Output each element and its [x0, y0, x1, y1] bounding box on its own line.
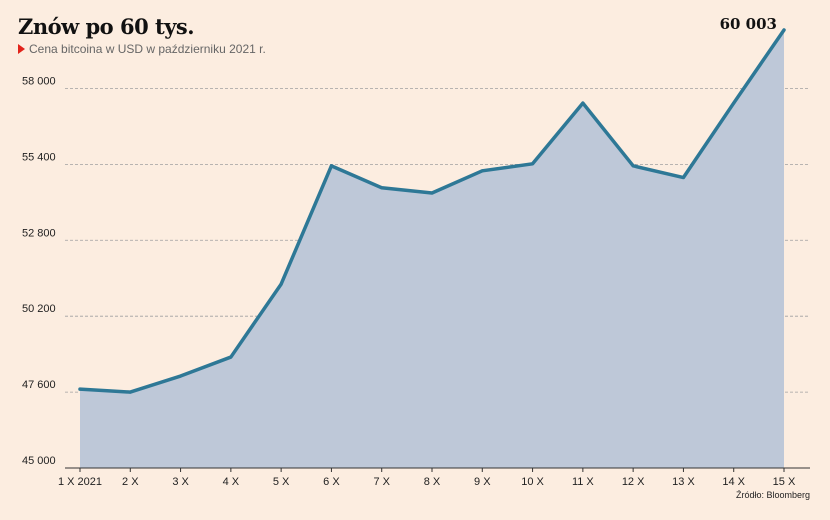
chart-subtitle: Cena bitcoina w USD w październiku 2021 …: [18, 42, 266, 56]
x-tick-label: 6 X: [323, 476, 340, 488]
data-point: [128, 390, 132, 394]
last-value-label: 60 003: [720, 15, 777, 33]
x-tick-label: 14 X: [722, 476, 745, 488]
data-point: [229, 355, 233, 359]
data-point: [380, 186, 384, 190]
data-point: [732, 101, 736, 105]
y-tick-label: 45 000: [22, 455, 56, 467]
data-point: [581, 101, 585, 105]
chart-title: Znów po 60 tys.: [18, 14, 195, 39]
y-tick-label: 50 200: [22, 303, 56, 315]
x-axis-ticks: 1 X 2021 2 X 3 X 4 X 5 X 6 X 7 X 8 X 9 X 10 X 11 X…: [58, 468, 796, 488]
data-point: [681, 176, 685, 180]
y-tick-label: 52 800: [22, 227, 56, 239]
x-tick-label: 10 X: [521, 476, 544, 488]
data-point: [430, 191, 434, 195]
x-tick-label: 15 X: [773, 476, 796, 488]
x-tick-label: 2 X: [122, 476, 139, 488]
data-point: [329, 164, 333, 168]
data-point: [78, 387, 82, 391]
x-tick-label: 12 X: [622, 476, 645, 488]
y-tick-label: 58 000: [22, 75, 56, 87]
x-tick-label: 4 X: [223, 476, 240, 488]
data-point: [631, 164, 635, 168]
y-axis-ticks: 45 000 47 600 50 200 52 800 55 400 58 000: [22, 75, 56, 467]
data-point: [279, 282, 283, 286]
y-tick-label: 47 600: [22, 379, 56, 391]
x-tick-label: 1 X 2021: [58, 476, 102, 488]
x-tick-label: 5 X: [273, 476, 290, 488]
red-triangle-icon: [18, 44, 25, 54]
x-tick-label: 13 X: [672, 476, 695, 488]
y-tick-label: 55 400: [22, 151, 56, 163]
x-tick-label: 7 X: [373, 476, 390, 488]
data-points: [78, 28, 786, 394]
data-point: [179, 374, 183, 378]
x-tick-label: 8 X: [424, 476, 441, 488]
annotations: 60 003: [720, 15, 777, 33]
data-point: [480, 169, 484, 173]
x-tick-label: 3 X: [172, 476, 189, 488]
data-point: [782, 28, 786, 32]
price-area: [80, 30, 784, 468]
x-tick-label: 9 X: [474, 476, 491, 488]
source-note: Źródło: Bloomberg: [735, 490, 810, 500]
subtitle-text: Cena bitcoina w USD w październiku 2021 …: [29, 42, 266, 56]
data-point: [531, 162, 535, 166]
x-tick-label: 11 X: [572, 476, 594, 488]
